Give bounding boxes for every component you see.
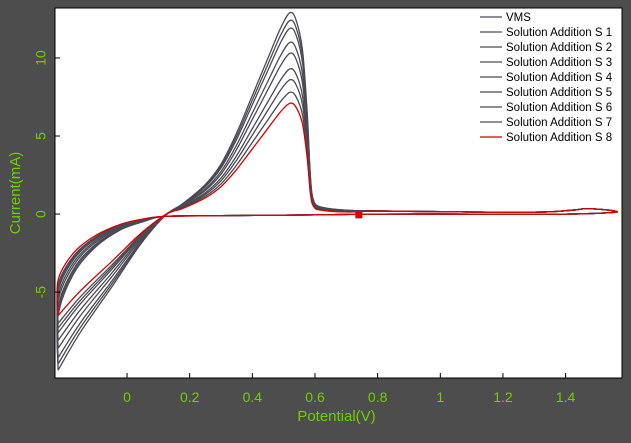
x-tick-label: 0.8 <box>368 389 388 405</box>
x-axis-label: Potential(V) <box>297 408 375 425</box>
x-tick-label: 0.4 <box>243 389 263 405</box>
x-tick-label: 1 <box>436 389 444 405</box>
legend: VMS Solution Addition S 1 Solution Additio… <box>480 12 613 144</box>
y-tick-label: 5 <box>33 132 49 140</box>
legend-item-label: VMS <box>506 12 531 24</box>
y-tick-label: 10 <box>33 50 49 66</box>
x-tick-label: 1.2 <box>493 389 513 405</box>
axes: 0 0.2 0.4 0.6 0.8 1 1.2 1.4 -5 0 5 10 <box>33 7 623 405</box>
plot-frame <box>54 7 623 379</box>
x-tick-label: 0.2 <box>180 389 200 405</box>
y-tick-label: -5 <box>33 286 49 299</box>
x-tick-label: 1.4 <box>556 389 576 405</box>
legend-item-label: Solution Addition S 3 <box>506 57 612 69</box>
legend-item-label: Solution Addition S 2 <box>506 42 612 54</box>
y-tick-label: 0 <box>33 210 49 218</box>
plot-area <box>55 8 622 378</box>
legend-item-label: Solution Addition S 4 <box>506 72 613 84</box>
legend-item-label: Solution Addition S 8 <box>506 132 612 144</box>
legend-item-label: Solution Addition S 1 <box>506 27 612 39</box>
x-tick-label: 0 <box>123 389 131 405</box>
series-layer <box>56 11 618 371</box>
legend-item-label: Solution Addition S 5 <box>506 87 612 99</box>
series-marker <box>355 211 363 219</box>
x-tick-label: 0.6 <box>305 389 325 405</box>
y-axis-label: Current(mA) <box>7 152 24 235</box>
series-line-s8 <box>56 102 618 317</box>
legend-item-label: Solution Addition S 7 <box>506 117 612 129</box>
legend-item-label: Solution Addition S 6 <box>506 102 612 114</box>
